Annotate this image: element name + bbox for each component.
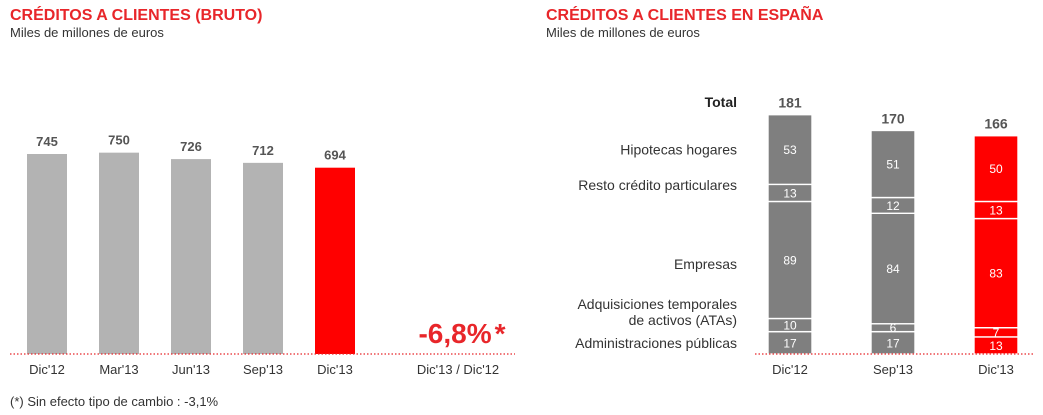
legend-label-4: Hipotecas hogares: [620, 142, 737, 158]
chart1-bar-chart: 745 Dic'12 750 Mar'13 726 Jun'13 712 Sep'13 694 D…: [10, 133, 515, 377]
bar-Dic'12: [27, 154, 67, 354]
segment-value-label: 12: [886, 199, 900, 213]
x-tick-label: Dic'12: [772, 362, 808, 377]
total-value: 166: [984, 116, 1008, 132]
segment-value-label: 13: [783, 186, 797, 200]
segment-value-label: 50: [989, 162, 1003, 176]
variation-asterisk: *: [495, 318, 506, 349]
x-tick-label: Mar'13: [99, 362, 138, 377]
x-tick-label: Sep'13: [243, 362, 283, 377]
segment-value-label: 10: [783, 319, 797, 333]
segment-value-label: 84: [886, 262, 900, 276]
variation-period-label: Dic'13 / Dic'12: [417, 362, 499, 377]
bar-Jun'13: [171, 159, 211, 354]
segment-value-label: 17: [783, 336, 797, 350]
segment-value-label: 7: [993, 326, 1000, 340]
x-tick-label: Dic'12: [29, 362, 65, 377]
segment-value-label: 17: [886, 336, 900, 350]
chart1-subtitle: Miles de millones de euros: [10, 25, 164, 40]
segment-value-label: 53: [783, 143, 797, 157]
legend-label-2: Empresas: [674, 256, 737, 272]
footnote: (*) Sin efecto tipo de cambio : -3,1%: [10, 394, 219, 409]
variation-value: -6,8% *: [418, 318, 505, 349]
legend-line: Resto crédito particulares: [578, 177, 737, 193]
segment-Dic'13-4: [973, 135, 1019, 203]
value-label: 712: [252, 143, 274, 158]
legend-line: Empresas: [674, 256, 737, 272]
total-value: 170: [881, 110, 905, 126]
x-tick-label: Jun'13: [172, 362, 210, 377]
segment-value-label: 6: [890, 321, 897, 335]
x-tick-label: Dic'13: [317, 362, 353, 377]
x-tick-label: Sep'13: [873, 362, 913, 377]
segment-value-label: 51: [886, 157, 900, 171]
legend-line: Adquisiciones temporales: [577, 296, 737, 312]
segment-Dic'12-4: [767, 113, 813, 186]
segment-Sep'13-2: [870, 212, 916, 325]
x-tick-label: Dic'13: [978, 362, 1014, 377]
variation-percent: -6,8%: [418, 318, 491, 349]
bar-Sep'13: [243, 162, 283, 354]
legend-label-0: Administraciones públicas: [575, 335, 737, 351]
value-label: 726: [180, 139, 202, 154]
legend-label-1: Adquisiciones temporales de activos (ATAs…: [577, 296, 737, 328]
chart2-subtitle: Miles de millones de euros: [546, 25, 700, 40]
segment-value-label: 13: [989, 204, 1003, 218]
segment-value-label: 89: [783, 253, 797, 267]
bar-Dic'13: [315, 167, 355, 354]
value-label: 694: [324, 148, 346, 163]
legend-line: de activos (ATAs): [629, 312, 737, 328]
segment-value-label: 13: [989, 339, 1003, 353]
segment-Dic'12-2: [767, 200, 813, 320]
total-value: 181: [778, 95, 802, 111]
total-label: Total: [705, 94, 737, 110]
value-label: 750: [108, 133, 130, 148]
chart2-stacked-bar-chart: 1710891353181Dic'12176841251170Sep'13137…: [575, 94, 1033, 377]
segment-value-label: 83: [989, 267, 1003, 281]
segment-Sep'13-4: [870, 129, 916, 199]
legend-line: Hipotecas hogares: [620, 142, 737, 158]
chart2-title: CRÉDITOS A CLIENTES EN ESPAÑA: [546, 7, 824, 24]
bar-Mar'13: [99, 152, 139, 354]
chart1-title: CRÉDITOS A CLIENTES (BRUTO): [10, 7, 263, 24]
value-label: 745: [36, 134, 58, 149]
legend-label-3: Resto crédito particulares: [578, 177, 737, 193]
legend-line: Administraciones públicas: [575, 335, 737, 351]
